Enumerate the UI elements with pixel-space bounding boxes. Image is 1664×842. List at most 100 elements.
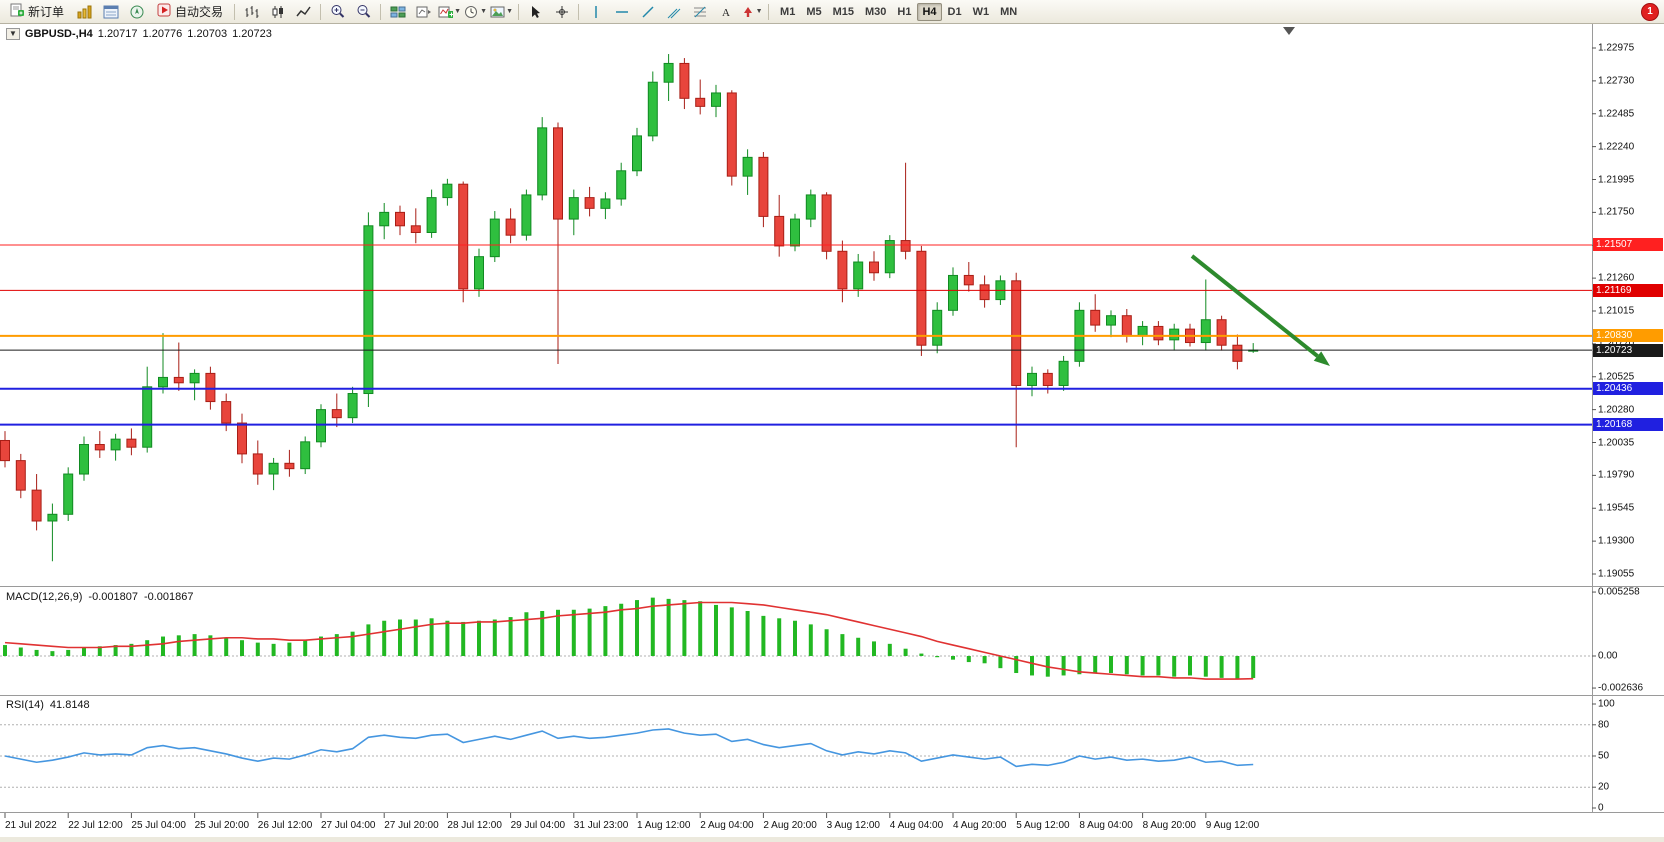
macd-signal-line: [4, 601, 1254, 680]
horizontal-line-icon[interactable]: [609, 1, 634, 23]
chart-menu-icon[interactable]: ▼: [6, 28, 20, 40]
market-watch-icon[interactable]: [98, 1, 123, 23]
price-tag: 1.21169: [1593, 283, 1663, 297]
notification-badge[interactable]: 1: [1641, 2, 1659, 21]
rsi-axis-label: 20: [1598, 781, 1610, 793]
time-axis-label: 31 Jul 23:00: [573, 820, 629, 831]
toolbar: 新订单 自动交易 ▼ ▼ ▼: [0, 0, 1664, 24]
timeframe-button-M1[interactable]: M1: [775, 3, 800, 21]
macd-main-value: -0.001807: [88, 591, 138, 603]
timeframe-button-D1[interactable]: D1: [943, 3, 967, 21]
timeframe-button-M5[interactable]: M5: [801, 3, 826, 21]
time-axis-label: 8 Aug 20:00: [1142, 820, 1196, 831]
quote-low: 1.20703: [187, 28, 228, 40]
dropdown-caret-icon: ▼: [480, 8, 488, 15]
macd-axis-label: -0.002636: [1598, 682, 1644, 694]
navigator-icon[interactable]: [124, 1, 149, 23]
chart-title: ▼ GBPUSD-,H4 1.20717 1.20776 1.20703 1.2…: [6, 28, 272, 40]
price-axis-label: 1.20280: [1598, 404, 1635, 416]
charts-profile-icon[interactable]: [72, 1, 97, 23]
auto-scroll-icon[interactable]: [385, 1, 410, 23]
cursor-icon[interactable]: [523, 1, 548, 23]
channel-icon[interactable]: [661, 1, 686, 23]
auto-trading-icon: [157, 3, 171, 20]
timeframe-button-H1[interactable]: H1: [892, 3, 916, 21]
time-axis-label: 9 Aug 12:00: [1205, 820, 1260, 831]
chart-symbol-period: GBPUSD-,H4: [24, 28, 93, 40]
rsi-axis-label: 0: [1598, 802, 1604, 814]
dropdown-caret-icon: ▼: [755, 8, 763, 15]
time-axis-label: 8 Aug 04:00: [1079, 820, 1133, 831]
macd-histogram: [3, 597, 1256, 680]
svg-text:A: A: [722, 7, 730, 19]
crosshair-icon[interactable]: [549, 1, 574, 23]
window-bottom-edge: [0, 837, 1664, 842]
time-axis-label: 25 Jul 20:00: [194, 820, 250, 831]
bar-chart-icon[interactable]: [239, 1, 264, 23]
dropdown-caret-icon: ▼: [506, 8, 514, 15]
toolbar-separator: [578, 3, 580, 20]
auto-trading-button[interactable]: 自动交易: [150, 2, 230, 22]
timeframe-button-M15[interactable]: M15: [828, 3, 859, 21]
vertical-line-icon[interactable]: [583, 1, 608, 23]
time-axis-label: 25 Jul 04:00: [131, 820, 186, 831]
time-axis-label: 3 Aug 12:00: [826, 820, 880, 831]
price-axis-label: 1.21750: [1598, 206, 1635, 218]
price-axis-label: 1.19300: [1598, 535, 1635, 547]
macd-signal-value: -0.001867: [143, 591, 194, 603]
timeframe-button-H4[interactable]: H4: [917, 2, 942, 21]
toolbar-separator: [518, 3, 520, 20]
zoom-in-icon[interactable]: [325, 1, 350, 23]
price-tag: 1.20723: [1593, 343, 1663, 357]
line-chart-icon[interactable]: [291, 1, 316, 23]
rsi-axis-label: 80: [1598, 719, 1610, 731]
trendline-icon[interactable]: [635, 1, 660, 23]
timeframe-button-MN[interactable]: MN: [995, 3, 1022, 21]
indicators-icon[interactable]: ▼: [437, 1, 462, 23]
time-axis-label: 27 Jul 20:00: [384, 820, 439, 831]
arrows-icon[interactable]: ▼: [739, 1, 764, 23]
price-axis-label: 1.21260: [1598, 272, 1635, 284]
price-axis-label: 1.19790: [1598, 469, 1635, 481]
candlestick-chart-icon[interactable]: [265, 1, 290, 23]
rsi-name: RSI(14): [6, 699, 44, 711]
time-axis-label: 2 Aug 20:00: [763, 820, 817, 831]
quote-close: 1.20723: [232, 28, 272, 40]
indicator-level-lines: [0, 655, 1592, 788]
price-axis-label: 1.22485: [1598, 108, 1635, 120]
macd-axis-label: 0.00: [1598, 650, 1618, 662]
toolbar-separator: [380, 3, 382, 20]
price-level-lines[interactable]: [0, 244, 1592, 426]
macd-label: MACD(12,26,9) -0.001807 -0.001867: [6, 591, 194, 603]
templates-icon[interactable]: ▼: [489, 1, 514, 23]
macd-axis-label: 0.005258: [1598, 586, 1640, 598]
zoom-out-icon[interactable]: [351, 1, 376, 23]
text-icon[interactable]: A: [713, 1, 738, 23]
new-order-button[interactable]: 新订单: [3, 2, 71, 22]
quote-open: 1.20717: [97, 28, 138, 40]
fibonacci-icon[interactable]: [687, 1, 712, 23]
price-axis[interactable]: 1.22975 1.22730 1.22485 1.22240 1.21995 1.217…: [1592, 24, 1664, 814]
time-axis-label: 28 Jul 12:00: [447, 820, 502, 831]
rsi-axis-label: 50: [1598, 750, 1610, 762]
rsi-axis-label: 100: [1598, 698, 1615, 710]
axis-ticks: [4, 47, 1596, 818]
price-tag: 1.20830: [1593, 329, 1663, 343]
periods-icon[interactable]: ▼: [463, 1, 488, 23]
timeframe-button-M30[interactable]: M30: [860, 3, 891, 21]
time-axis-label: 4 Aug 04:00: [889, 820, 944, 831]
toolbar-separator: [320, 3, 322, 20]
time-axis-label: 1 Aug 12:00: [637, 820, 691, 831]
time-axis-label: 22 Jul 12:00: [68, 820, 123, 831]
time-axis-label: 5 Aug 12:00: [1016, 820, 1070, 831]
panel-separators[interactable]: [0, 24, 1664, 813]
chart-shift-icon[interactable]: [411, 1, 436, 23]
trend-arrow-annotation[interactable]: [1190, 254, 1330, 366]
candlestick-series[interactable]: [0, 54, 1259, 562]
toolbar-separator: [768, 3, 770, 20]
timeframe-button-W1[interactable]: W1: [968, 3, 995, 21]
price-tag: 1.20436: [1593, 382, 1663, 396]
price-axis-label: 1.22975: [1598, 42, 1635, 54]
new-order-label: 新订单: [28, 5, 65, 19]
